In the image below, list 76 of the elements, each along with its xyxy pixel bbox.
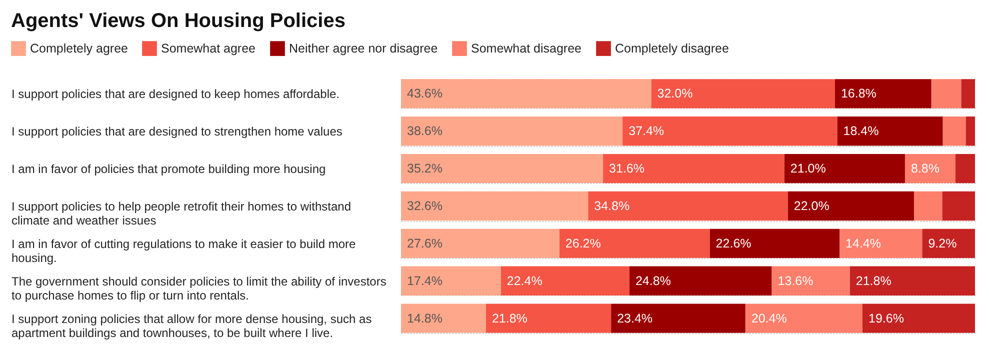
bar: [834, 79, 932, 108]
legend-label: Somewhat disagree: [471, 42, 582, 56]
data-label: 14.4%: [846, 236, 881, 250]
data-label: 18.4%: [843, 124, 879, 138]
legend-label: Somewhat agree: [161, 42, 256, 56]
bar: [922, 228, 975, 258]
bar: [862, 304, 975, 333]
data-label: 21.8%: [856, 274, 892, 288]
data-label: 22.0%: [794, 199, 830, 213]
data-label: 21.0%: [790, 162, 826, 176]
bar: [784, 154, 905, 184]
bar: [401, 116, 623, 146]
y-tick-label: The government should consider policies to limit the ability of investors to purchase homes to flip or turn into rentals.: [12, 274, 386, 302]
data-label: 22.6%: [716, 236, 752, 250]
data-label: 38.6%: [407, 124, 442, 138]
legend-label: Neither agree nor disagree: [289, 42, 438, 56]
bar: [486, 304, 612, 333]
y-tick-label: I support policies that are designed to keep homes affordable.: [12, 87, 340, 102]
bar: [622, 116, 838, 146]
bar: [588, 191, 788, 221]
bar: [401, 266, 501, 296]
data-label: 37.4%: [628, 124, 664, 138]
bar: [745, 304, 862, 333]
data-label: 43.6%: [407, 86, 442, 101]
data-label: 21.8%: [492, 311, 528, 326]
data-label: 8.8%: [910, 162, 940, 176]
legend-label: Completely agree: [30, 42, 128, 56]
data-label: 32.0%: [657, 86, 693, 101]
bar: [603, 154, 784, 184]
y-tick-label: I support zoning policies that allow for more dense housing, such as apartment buildings and townhouses, to be built where I live.: [12, 312, 372, 340]
data-label: 20.4%: [751, 311, 787, 326]
bar: [651, 79, 835, 108]
data-label: 34.8%: [594, 199, 630, 213]
text: Agents' Views On Housing Policies: [11, 10, 346, 32]
data-label: 24.8%: [635, 274, 671, 288]
bar: [629, 266, 772, 296]
y-tick-label: I support policies that are designed to strengthen home values: [12, 124, 342, 139]
bar: [772, 266, 850, 296]
bar: [850, 266, 975, 296]
y-tick-label: I am in favor of cutting regulations to make it easier to build more housing.: [12, 236, 356, 265]
bar: [401, 304, 486, 333]
bar: [401, 154, 604, 184]
bar: [955, 154, 975, 184]
bar: [904, 154, 956, 184]
bar: [401, 228, 560, 258]
data-label: 26.2%: [565, 236, 601, 250]
bar: [966, 116, 975, 146]
bar: [611, 304, 746, 333]
bar: [559, 228, 710, 258]
data-label: 19.6%: [868, 311, 904, 326]
legend-label: Completely disagree: [615, 42, 729, 56]
bar: [914, 191, 942, 221]
bar: [500, 266, 630, 296]
data-label: 14.8%: [407, 311, 442, 326]
bar: [788, 191, 914, 221]
data-label: 17.4%: [407, 274, 442, 288]
bar: [401, 191, 588, 221]
data-label: 32.6%: [407, 199, 442, 213]
bar: [931, 79, 962, 108]
data-label: 16.8%: [840, 86, 876, 101]
data-label: 22.4%: [506, 274, 542, 288]
data-label: 13.6%: [778, 274, 814, 288]
data-label: 27.6%: [407, 236, 442, 250]
bar: [401, 79, 652, 108]
bar: [710, 228, 840, 258]
y-tick-label: I am in favor of policies that promote building more housing: [12, 162, 326, 176]
data-label: 23.4%: [617, 311, 653, 326]
data-label: 35.2%: [407, 162, 442, 176]
data-label: 31.6%: [609, 162, 644, 176]
y-tick-label: I support policies to help people retrofit their homes to withstand climate and weather issues: [12, 200, 352, 228]
bar: [840, 228, 922, 258]
bar: [942, 116, 966, 146]
data-label: 9.2%: [928, 236, 957, 250]
bar: [942, 191, 975, 221]
bar: [961, 79, 975, 108]
bar: [837, 116, 943, 146]
